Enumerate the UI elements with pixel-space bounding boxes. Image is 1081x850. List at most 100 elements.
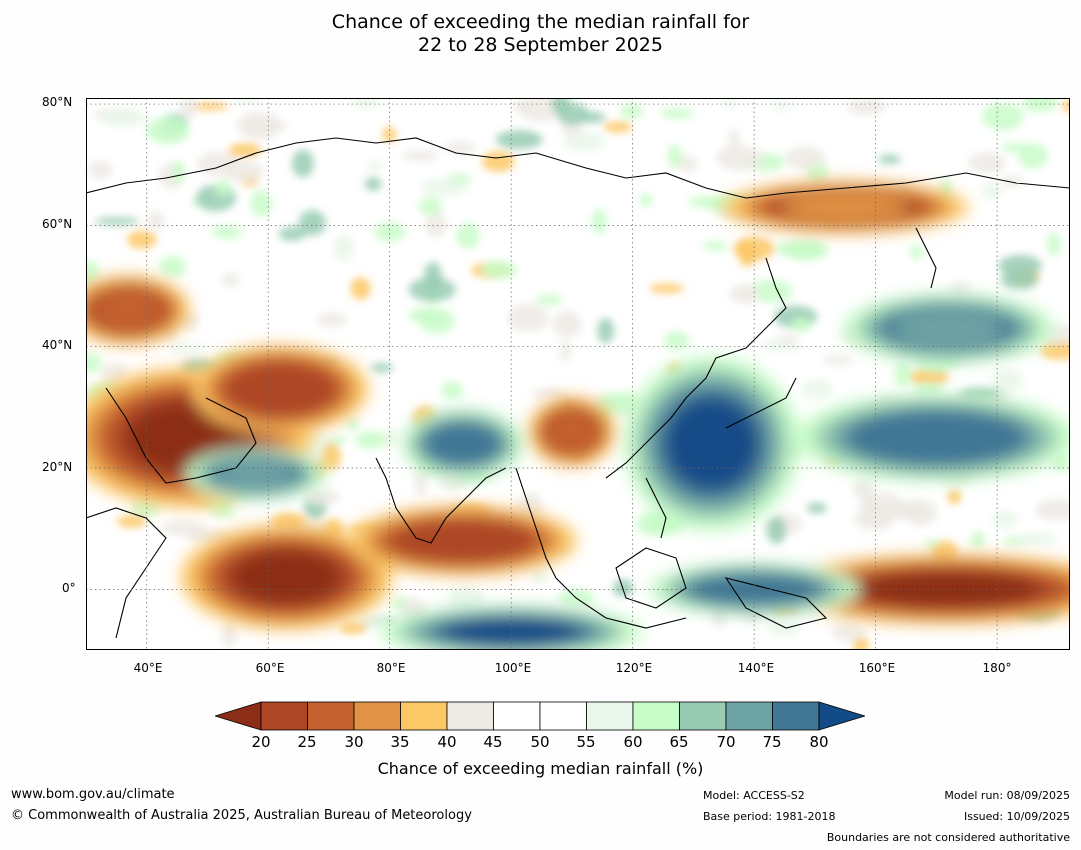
noise-speckle <box>910 244 923 260</box>
lon-label-120e: 120°E <box>615 661 653 675</box>
colorbar-tick: 45 <box>483 733 503 751</box>
issued-date: Issued: 10/09/2025 <box>963 810 1070 823</box>
noise-speckle <box>552 310 582 338</box>
colorbar-swatch <box>632 701 680 731</box>
noise-speckle <box>447 585 485 611</box>
noise-speckle <box>147 211 165 230</box>
noise-speckle <box>702 241 728 251</box>
noise-speckle <box>188 102 229 111</box>
lon-label-60e: 60°E <box>255 661 285 675</box>
noise-speckle <box>908 368 950 385</box>
dry-region-arabian-sea <box>231 549 342 605</box>
rainfall-map-canvas <box>86 98 1070 650</box>
noise-speckle <box>1022 98 1050 112</box>
noise-speckle <box>370 363 394 373</box>
colorbar-swatch <box>725 701 773 731</box>
noise-speckle <box>1018 142 1048 169</box>
noise-speckle <box>507 304 549 332</box>
coastline-japan <box>725 377 797 429</box>
noise-speckle <box>228 143 262 158</box>
dry-region-iran <box>234 366 326 412</box>
noise-speckle <box>998 254 1042 277</box>
noise-speckle <box>1035 499 1070 521</box>
noise-speckle <box>100 362 129 382</box>
noise-speckle <box>733 236 775 261</box>
noise-speckle <box>831 623 866 642</box>
noise-speckle <box>383 427 398 449</box>
noise-speckle <box>947 488 962 505</box>
noise-speckle <box>728 129 741 149</box>
noise-speckle <box>535 294 563 305</box>
colorbar-tick: 25 <box>297 733 317 751</box>
noise-speckle <box>332 234 355 261</box>
noise-speckle <box>531 388 568 399</box>
noise-speckle <box>894 361 912 388</box>
colorbar-tick: 70 <box>716 733 736 751</box>
noise-speckle <box>304 488 340 505</box>
model-name: Model: ACCESS-S2 <box>703 789 805 802</box>
colorbar-swatch <box>586 701 634 731</box>
wet-region-arabian-sea-north <box>219 460 293 488</box>
noise-speckle <box>777 334 799 344</box>
noise-speckle <box>291 149 314 178</box>
noise-speckle <box>1000 270 1038 290</box>
noise-speckle <box>441 381 464 400</box>
noise-speckle <box>382 126 397 143</box>
noise-speckle <box>559 340 572 362</box>
lat-label-40n: 40°N <box>42 338 73 352</box>
colorbar-label: Chance of exceeding median rainfall (%) <box>377 759 704 778</box>
dry-region-caspian-region <box>96 292 161 329</box>
colorbar-tick: 75 <box>762 733 782 751</box>
noise-speckle <box>771 100 793 111</box>
noise-speckle <box>211 225 243 239</box>
noise-speckle <box>222 161 265 183</box>
colorbar-tick: 80 <box>809 733 829 751</box>
noise-speckle <box>408 277 456 302</box>
website-link[interactable]: www.bom.gov.au/climate <box>11 787 175 802</box>
coastline-philippines <box>645 477 667 539</box>
map-title-line2: 22 to 28 September 2025 <box>418 34 663 56</box>
noise-speckle <box>970 531 985 549</box>
noise-speckle <box>664 331 690 350</box>
noise-speckle <box>278 226 306 241</box>
graticule <box>86 98 1070 650</box>
wet-region-philippine-sea <box>666 398 758 490</box>
noise-speckle <box>159 255 187 278</box>
noise-speckle <box>321 443 342 471</box>
noise-speckle <box>716 145 764 171</box>
noise-speckle <box>562 131 607 152</box>
noise-speckle <box>88 160 113 179</box>
noise-speckle <box>649 283 685 294</box>
noise-speckle <box>597 317 614 344</box>
coastline-new-guinea <box>724 577 828 629</box>
noise-speckle <box>480 260 517 279</box>
colorbar-tick: 40 <box>437 733 457 751</box>
noise-speckle <box>243 121 288 132</box>
colorbar-under-arrow <box>215 701 262 731</box>
noise-speckle <box>215 180 232 197</box>
wet-region-bay-of-bengal-north <box>430 425 495 462</box>
colorbar-tick: 55 <box>576 733 596 751</box>
noise-speckle <box>862 493 876 515</box>
noise-speckle <box>424 213 448 237</box>
colorbar-swatch <box>260 701 308 731</box>
noise-speckle <box>407 307 441 323</box>
noise-speckle <box>211 508 236 518</box>
noise-speckle <box>355 431 388 449</box>
noise-speckle <box>1046 232 1061 256</box>
noise-speckle <box>366 160 383 172</box>
model-run-date: Model run: 08/09/2025 <box>944 789 1070 802</box>
noise-speckle <box>924 539 940 548</box>
wet-region-north-pacific <box>863 415 1010 461</box>
noise-speckle <box>456 222 480 249</box>
noise-speckle <box>603 121 632 133</box>
lat-label-80n: 80°N <box>42 95 73 109</box>
lat-label-0: 0° <box>62 581 76 595</box>
coastline-eurasia-north <box>86 137 1070 199</box>
copyright-text: © Commonwealth of Australia 2025, Austra… <box>11 808 472 823</box>
noise-speckle <box>791 317 812 333</box>
coastline-kamchatka <box>915 227 937 289</box>
noise-speckle <box>852 478 875 499</box>
noise-speckle <box>806 502 827 514</box>
noise-speckle <box>298 210 326 236</box>
